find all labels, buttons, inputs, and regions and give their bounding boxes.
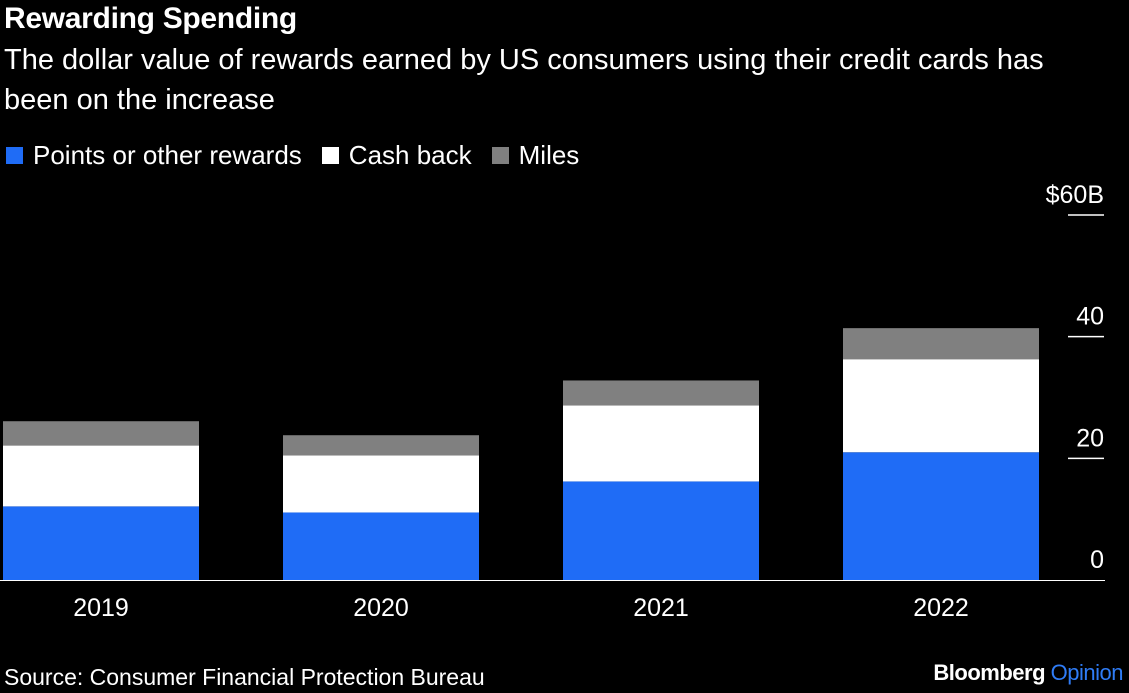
brand-main: Bloomberg bbox=[933, 660, 1046, 685]
chart-title: Rewarding Spending bbox=[4, 2, 297, 35]
bar-2019-series-1 bbox=[3, 445, 199, 507]
bar-2019-series-0 bbox=[3, 506, 199, 580]
x-tick-label-2020: 2020 bbox=[353, 594, 409, 622]
y-tick-label-60: $60B bbox=[1046, 181, 1104, 209]
bar-2021-series-2 bbox=[563, 380, 759, 406]
bar-2021-series-1 bbox=[563, 405, 759, 482]
legend-label-cash-back: Cash back bbox=[348, 140, 472, 170]
brand-accent: Opinion bbox=[1050, 660, 1124, 685]
legend: Points or other rewards Cash back Miles bbox=[6, 140, 599, 171]
bar-2020-series-1 bbox=[283, 455, 479, 513]
legend-item-points: Points or other rewards bbox=[6, 140, 302, 171]
bar-2019-series-2 bbox=[3, 421, 199, 446]
bar-2022-series-0 bbox=[843, 452, 1039, 580]
bar-2022-series-2 bbox=[843, 328, 1039, 360]
bar-2020-series-2 bbox=[283, 435, 479, 456]
legend-item-cash-back: Cash back bbox=[321, 140, 472, 171]
bar-2022-series-1 bbox=[843, 359, 1039, 453]
legend-item-miles: Miles bbox=[491, 140, 580, 171]
bar-2021-series-0 bbox=[563, 481, 759, 580]
legend-label-points: Points or other rewards bbox=[33, 140, 302, 170]
chart-subtitle: The dollar value of rewards earned by US… bbox=[4, 44, 1044, 116]
legend-swatch-miles bbox=[491, 147, 509, 164]
legend-swatch-points bbox=[6, 147, 23, 164]
brand-logo: Bloomberg Opinion bbox=[933, 660, 1123, 686]
legend-swatch-cash-back bbox=[321, 147, 339, 164]
x-tick-label-2019: 2019 bbox=[73, 594, 129, 622]
y-tick-label-20: 20 bbox=[1076, 424, 1104, 452]
y-tick-label-40: 40 bbox=[1076, 303, 1104, 331]
x-tick-label-2022: 2022 bbox=[913, 594, 969, 622]
bar-2020-series-0 bbox=[283, 512, 479, 580]
legend-label-miles: Miles bbox=[518, 140, 580, 170]
source-note: Source: Consumer Financial Protection Bu… bbox=[4, 664, 485, 690]
x-tick-label-2021: 2021 bbox=[633, 594, 689, 622]
y-tick-label-0: 0 bbox=[1090, 546, 1104, 574]
